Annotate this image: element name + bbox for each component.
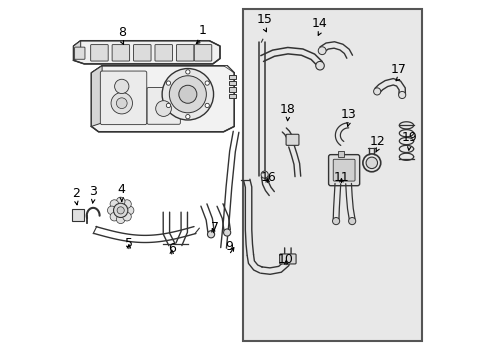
Circle shape [207, 231, 215, 238]
FancyBboxPatch shape [155, 45, 172, 61]
Circle shape [114, 203, 128, 217]
FancyBboxPatch shape [194, 45, 212, 61]
Circle shape [107, 206, 116, 215]
Circle shape [373, 88, 381, 95]
Circle shape [125, 206, 134, 215]
FancyBboxPatch shape [280, 254, 296, 264]
Circle shape [205, 103, 209, 108]
Bar [243, 9, 422, 341]
Text: 4: 4 [118, 183, 126, 196]
FancyBboxPatch shape [112, 45, 130, 61]
Circle shape [162, 68, 214, 120]
Polygon shape [92, 66, 234, 132]
Circle shape [117, 98, 127, 109]
FancyBboxPatch shape [176, 45, 194, 61]
Circle shape [117, 197, 125, 206]
Text: 5: 5 [125, 237, 133, 249]
Circle shape [117, 207, 124, 214]
Text: 1: 1 [198, 24, 206, 37]
Circle shape [156, 101, 171, 116]
Circle shape [333, 217, 340, 225]
Circle shape [110, 200, 119, 208]
FancyBboxPatch shape [134, 45, 151, 61]
Text: 9: 9 [225, 240, 233, 253]
FancyBboxPatch shape [100, 71, 147, 125]
Text: 3: 3 [89, 185, 97, 198]
Polygon shape [92, 66, 102, 126]
FancyBboxPatch shape [228, 87, 236, 92]
Circle shape [179, 85, 197, 103]
FancyBboxPatch shape [91, 45, 108, 61]
Circle shape [318, 47, 326, 55]
Text: 17: 17 [391, 63, 407, 76]
Polygon shape [74, 41, 220, 64]
Text: 10: 10 [278, 253, 294, 266]
Text: 13: 13 [341, 108, 356, 121]
Circle shape [348, 217, 356, 225]
Circle shape [166, 103, 171, 108]
Polygon shape [102, 66, 234, 73]
Circle shape [186, 70, 190, 74]
Text: 19: 19 [401, 131, 417, 144]
Text: 12: 12 [369, 135, 385, 148]
Circle shape [223, 229, 231, 236]
FancyBboxPatch shape [228, 81, 236, 85]
Circle shape [122, 212, 131, 221]
Circle shape [122, 200, 131, 208]
Circle shape [316, 62, 324, 70]
Text: 14: 14 [312, 17, 328, 30]
FancyBboxPatch shape [333, 159, 355, 181]
FancyBboxPatch shape [329, 155, 360, 186]
Text: 15: 15 [257, 13, 272, 26]
FancyBboxPatch shape [147, 87, 180, 124]
FancyBboxPatch shape [338, 151, 343, 157]
Circle shape [110, 212, 119, 221]
Text: 7: 7 [211, 221, 219, 234]
Text: 8: 8 [118, 26, 126, 39]
FancyBboxPatch shape [74, 47, 85, 59]
Text: 6: 6 [168, 242, 176, 255]
Circle shape [186, 114, 190, 119]
Circle shape [117, 215, 125, 224]
Circle shape [366, 157, 377, 168]
Circle shape [398, 91, 406, 99]
Polygon shape [74, 41, 81, 60]
Text: 16: 16 [260, 171, 276, 184]
Circle shape [166, 81, 171, 85]
FancyBboxPatch shape [72, 209, 84, 221]
FancyBboxPatch shape [228, 94, 236, 98]
Circle shape [111, 93, 132, 114]
Circle shape [170, 76, 206, 113]
Circle shape [115, 79, 129, 94]
FancyBboxPatch shape [286, 134, 299, 145]
Text: 11: 11 [334, 171, 349, 184]
Circle shape [205, 81, 209, 85]
Text: 18: 18 [280, 103, 296, 116]
FancyBboxPatch shape [228, 75, 236, 79]
Text: 2: 2 [73, 186, 80, 200]
Circle shape [261, 171, 268, 178]
